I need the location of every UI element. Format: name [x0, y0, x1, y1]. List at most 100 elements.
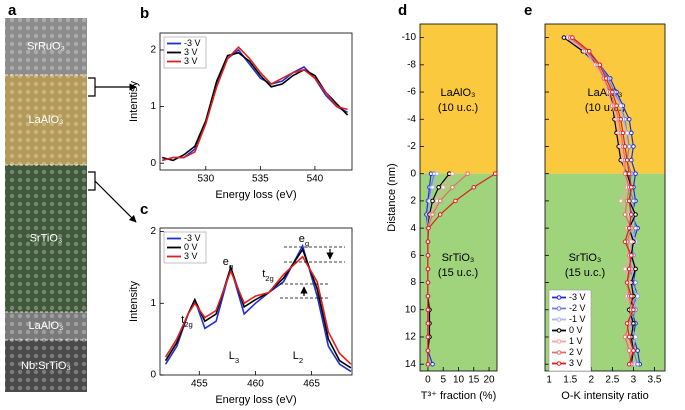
marker: [425, 361, 431, 367]
annotation: L3: [229, 350, 239, 365]
annotation-text: L: [229, 350, 235, 362]
marker: [629, 130, 634, 136]
marker: [629, 157, 634, 163]
marker: [633, 266, 638, 272]
marker: [618, 116, 624, 122]
marker: [603, 76, 609, 81]
marker: [620, 130, 626, 136]
marker: [631, 348, 636, 353]
annotation-text: t: [181, 314, 184, 326]
legend-label: 3 V: [569, 358, 583, 368]
layer-texture: [5, 75, 87, 165]
layer-texture: [5, 18, 87, 75]
region: [545, 24, 665, 174]
marker: [633, 171, 638, 176]
y-tick-label: 8: [410, 277, 416, 288]
marker: [453, 198, 458, 204]
y-tick-label: -8: [407, 59, 416, 70]
x-tick-label: 535: [252, 174, 269, 185]
annotation-arrows: [88, 77, 345, 299]
marker: [450, 171, 455, 176]
marker: [436, 184, 441, 190]
y-tick-label: 2: [150, 45, 156, 56]
region-sublabel: (15 u.c.): [565, 267, 605, 279]
region-label: SrTiO₃: [569, 252, 602, 264]
marker: [631, 307, 636, 313]
annotation-sub: 2: [299, 356, 303, 365]
panel-label: a: [8, 2, 17, 19]
marker: [610, 89, 615, 95]
x-tick-label: 10: [453, 375, 465, 386]
bracket: [88, 171, 96, 191]
marker: [629, 212, 634, 217]
marker: [626, 144, 632, 149]
x-axis-label: T³⁺ fraction (%): [421, 390, 496, 402]
marker: [626, 266, 632, 272]
panel-label: e: [524, 2, 532, 19]
marker: [624, 157, 630, 163]
annotation-text: t: [262, 268, 265, 280]
marker: [425, 293, 431, 299]
y-axis-label: Distance (nm): [386, 163, 398, 231]
marker: [597, 62, 603, 68]
marker: [437, 198, 443, 204]
legend-label: 1 V: [569, 336, 583, 346]
marker: [622, 334, 628, 340]
level-lines: [280, 246, 345, 299]
panel-label: c: [140, 201, 148, 218]
x-axis-label: Energy loss (eV): [215, 394, 296, 406]
x-tick-label: 465: [303, 379, 320, 390]
legend-label: 3 V: [184, 251, 198, 261]
y-tick-label: 0: [150, 370, 156, 381]
marker: [614, 103, 619, 108]
layer-label: LaAlO₃: [28, 114, 63, 126]
marker: [631, 198, 636, 204]
y-tick-label: 4: [410, 223, 416, 234]
legend-marker: [556, 350, 562, 355]
marker: [425, 348, 431, 353]
x-tick-label: 5: [440, 375, 446, 386]
annotation-text: e: [299, 233, 305, 245]
x-tick-label: 540: [307, 174, 324, 185]
region-sublabel: (10 u.c.): [438, 102, 478, 114]
x-tick-label: 15: [468, 375, 480, 386]
marker: [425, 253, 431, 258]
annotation-sub: 2g: [184, 320, 193, 329]
marker: [425, 334, 431, 340]
marker: [622, 212, 628, 217]
legend-marker: [556, 295, 562, 300]
marker: [430, 184, 435, 190]
panel-label: d: [398, 2, 407, 19]
marker: [430, 198, 435, 204]
legend-label: -1 V: [569, 314, 586, 324]
marker: [633, 280, 638, 285]
region: [420, 24, 497, 174]
layer-label: Nb:SrTiO₃: [21, 360, 71, 372]
marker: [425, 266, 431, 272]
marker: [633, 225, 638, 231]
y-tick-label: 6: [410, 250, 416, 261]
marker: [426, 225, 431, 231]
marker: [570, 35, 575, 40]
y-tick-label: 1: [150, 101, 156, 112]
bracket: [88, 77, 96, 97]
line: [164, 247, 352, 369]
legend-marker: [556, 306, 562, 311]
legend-label: -3 V: [569, 292, 586, 302]
legend-label: 0 V: [184, 242, 198, 252]
y-tick-label: -10: [402, 32, 417, 43]
marker: [626, 348, 632, 353]
layer-label: LaAlO₃: [28, 320, 63, 332]
legend-label: -3 V: [184, 233, 201, 243]
x-axis-label: Energy loss (eV): [215, 189, 296, 201]
y-tick-label: 0: [150, 158, 156, 169]
legend-marker: [556, 328, 562, 333]
y-tick-label: 0: [410, 168, 416, 179]
y-tick-label: -4: [407, 114, 416, 125]
region: [420, 173, 497, 371]
region-sublabel: (15 u.c.): [438, 267, 478, 279]
plot-frame: [159, 32, 353, 171]
annotation-sub: 2g: [265, 274, 274, 283]
annotation: eg: [223, 256, 233, 271]
